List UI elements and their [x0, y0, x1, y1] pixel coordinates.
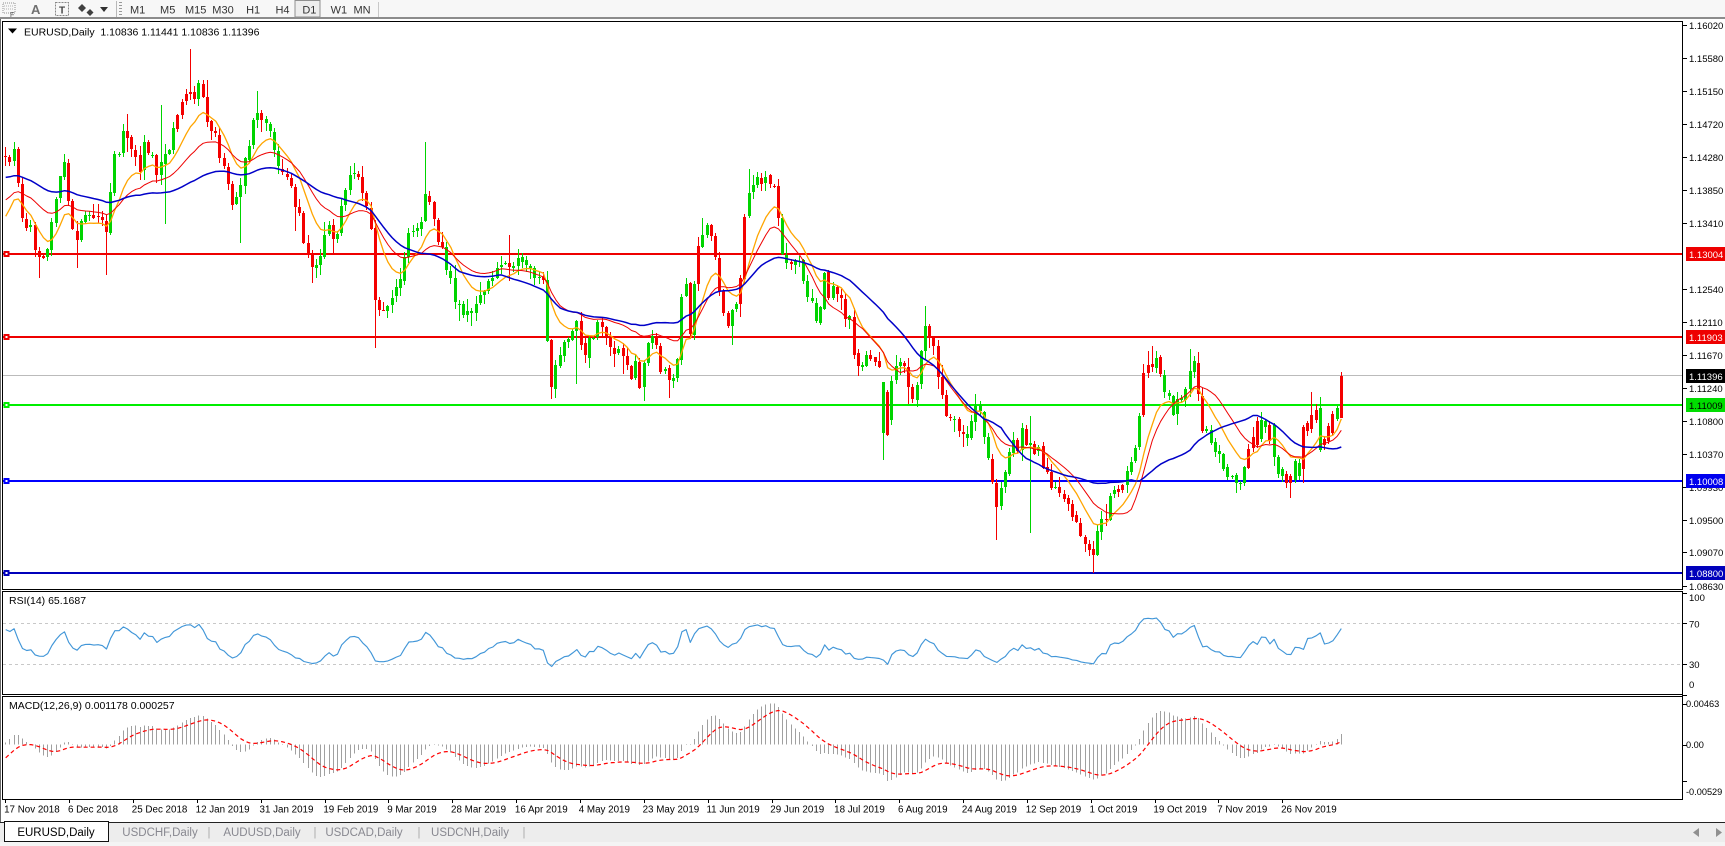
svg-text:19 Feb 2019: 19 Feb 2019	[323, 805, 378, 816]
svg-text:-0.00529: -0.00529	[1686, 787, 1722, 797]
svg-text:1.14720: 1.14720	[1689, 120, 1723, 131]
svg-text:A: A	[31, 2, 41, 17]
svg-text:7 Nov 2019: 7 Nov 2019	[1217, 805, 1267, 816]
svg-text:29 Jun 2019: 29 Jun 2019	[770, 805, 824, 816]
svg-text:1.10008: 1.10008	[1689, 477, 1723, 488]
svg-text:1.11009: 1.11009	[1689, 401, 1723, 412]
svg-text:USDCNH,Daily: USDCNH,Daily	[431, 827, 509, 839]
svg-text:1.08630: 1.08630	[1689, 582, 1723, 593]
svg-text:4 May 2019: 4 May 2019	[579, 805, 630, 816]
svg-text:1.09930: 1.09930	[1689, 483, 1723, 494]
svg-text:28 Mar 2019: 28 Mar 2019	[451, 805, 506, 816]
svg-text:W1: W1	[331, 5, 348, 17]
svg-text:1.09070: 1.09070	[1689, 548, 1723, 559]
svg-text:12 Jan 2019: 12 Jan 2019	[196, 805, 250, 816]
svg-text:1.12110: 1.12110	[1689, 318, 1723, 329]
svg-text:1.13410: 1.13410	[1689, 219, 1723, 230]
svg-text:1.11240: 1.11240	[1689, 384, 1723, 395]
svg-text:70: 70	[1689, 619, 1700, 630]
svg-text:17 Nov 2018: 17 Nov 2018	[4, 805, 60, 816]
svg-text:16 Apr 2019: 16 Apr 2019	[515, 805, 568, 816]
svg-text:USDCHF,Daily: USDCHF,Daily	[122, 827, 198, 839]
svg-text:18 Jul 2019: 18 Jul 2019	[834, 805, 885, 816]
svg-text:31 Jan 2019: 31 Jan 2019	[260, 805, 314, 816]
svg-text:|: |	[523, 827, 526, 839]
svg-text:0: 0	[1689, 680, 1694, 691]
svg-text:1.13004: 1.13004	[1689, 250, 1723, 261]
svg-text:1.11903: 1.11903	[1689, 333, 1723, 344]
svg-text:1.15580: 1.15580	[1689, 54, 1723, 65]
svg-text:H1: H1	[246, 5, 260, 17]
svg-text:6 Aug 2019: 6 Aug 2019	[898, 805, 948, 816]
svg-text:RSI(14) 65.1687: RSI(14) 65.1687	[9, 595, 86, 607]
svg-text:D1: D1	[302, 5, 316, 17]
svg-text:|: |	[418, 827, 421, 839]
svg-text:1.14280: 1.14280	[1689, 153, 1723, 164]
svg-text:1.08800: 1.08800	[1689, 569, 1723, 580]
svg-text:EURUSD,Daily: EURUSD,Daily	[17, 827, 95, 839]
svg-text:100: 100	[1689, 593, 1705, 604]
svg-text:1.11396: 1.11396	[1689, 372, 1723, 383]
svg-text:|: |	[208, 827, 211, 839]
svg-text:19 Oct 2019: 19 Oct 2019	[1153, 805, 1206, 816]
svg-text:1.10370: 1.10370	[1689, 450, 1723, 461]
svg-text:|: |	[314, 827, 317, 839]
svg-text:USDCAD,Daily: USDCAD,Daily	[325, 827, 403, 839]
svg-text:H4: H4	[275, 5, 289, 17]
svg-text:1.10800: 1.10800	[1689, 417, 1723, 428]
svg-text:1.11670: 1.11670	[1689, 351, 1723, 362]
svg-text:1.15150: 1.15150	[1689, 87, 1723, 98]
svg-text:12 Sep 2019: 12 Sep 2019	[1026, 805, 1082, 816]
svg-text:6 Dec 2018: 6 Dec 2018	[68, 805, 119, 816]
svg-text:23 May 2019: 23 May 2019	[643, 805, 700, 816]
svg-text:1 Oct 2019: 1 Oct 2019	[1090, 805, 1138, 816]
svg-text:AUDUSD,Daily: AUDUSD,Daily	[223, 827, 301, 839]
svg-text:0.00: 0.00	[1686, 740, 1704, 750]
svg-text:1.12540: 1.12540	[1689, 285, 1723, 296]
svg-text:1.13850: 1.13850	[1689, 186, 1723, 197]
svg-text:M5: M5	[160, 5, 175, 17]
svg-text:M30: M30	[212, 5, 233, 17]
svg-text:25 Dec 2018: 25 Dec 2018	[132, 805, 188, 816]
svg-text:T: T	[59, 6, 65, 17]
svg-text:MN: MN	[353, 5, 370, 17]
svg-text:EURUSD,Daily 1.10836 1.11441: EURUSD,Daily 1.10836 1.11441 1.10836 1.1…	[24, 27, 260, 39]
svg-text:26 Nov 2019: 26 Nov 2019	[1281, 805, 1337, 816]
svg-text:M15: M15	[185, 5, 206, 17]
svg-text:MACD(12,26,9) 0.001178 0.00025: MACD(12,26,9) 0.001178 0.000257	[9, 700, 175, 712]
svg-text:1.09500: 1.09500	[1689, 516, 1723, 527]
svg-text:0.00463: 0.00463	[1686, 699, 1719, 709]
svg-text:F: F	[10, 12, 14, 19]
svg-text:1.16020: 1.16020	[1689, 21, 1723, 32]
svg-text:24 Aug 2019: 24 Aug 2019	[962, 805, 1017, 816]
svg-text:M1: M1	[130, 5, 145, 17]
svg-text:9 Mar 2019: 9 Mar 2019	[387, 805, 437, 816]
svg-text:30: 30	[1689, 660, 1700, 671]
svg-text:11 Jun 2019: 11 Jun 2019	[706, 805, 759, 816]
